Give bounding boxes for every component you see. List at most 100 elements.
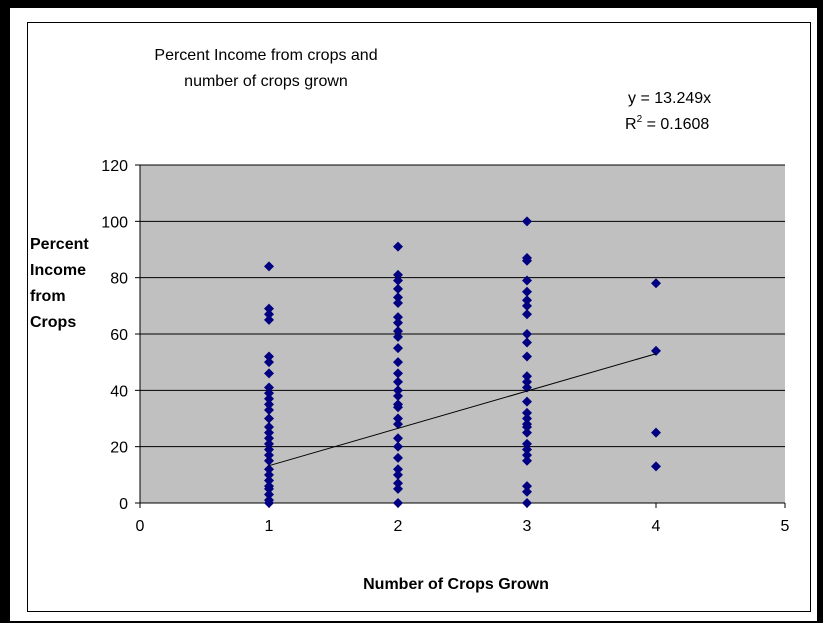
data-point [522, 413, 532, 424]
data-point [264, 314, 274, 325]
y-axis-label: Percent Income from Crops [30, 236, 89, 331]
y-tick-label: 60 [110, 327, 128, 344]
data-point [393, 498, 403, 508]
y-tick-label: 20 [110, 440, 128, 457]
y-tick-label: 100 [101, 214, 128, 231]
data-point [522, 376, 532, 387]
data-point [522, 421, 532, 432]
data-point [393, 402, 403, 413]
data-point [264, 444, 274, 455]
data-point [651, 461, 661, 472]
data-point [264, 455, 274, 466]
data-point [522, 486, 532, 497]
data-point [264, 393, 274, 404]
x-axis-label: Number of Crops Grown [363, 576, 549, 593]
data-point [393, 312, 403, 323]
data-point [393, 385, 403, 396]
data-point [393, 368, 403, 379]
gridlines [140, 164, 785, 448]
y-axis-label-line-3: from [30, 288, 66, 305]
trendline [268, 353, 657, 467]
data-point [264, 413, 274, 424]
data-point [651, 278, 661, 289]
y-tick-label: 120 [101, 158, 128, 175]
data-point [393, 413, 403, 424]
x-tick-label: 1 [265, 518, 274, 535]
scatter-chart: Percent Income from crops and number of … [30, 47, 790, 593]
data-point [393, 357, 403, 368]
data-point [393, 469, 403, 480]
data-point [522, 295, 532, 306]
data-point [393, 483, 403, 494]
data-point [522, 455, 532, 466]
data-point [522, 300, 532, 311]
data-point [393, 269, 403, 280]
data-point [522, 481, 532, 492]
x-tick-label: 4 [652, 518, 661, 535]
data-point [522, 286, 532, 297]
data-point [522, 329, 532, 339]
chart-title-line-1: Percent Income from crops and [154, 47, 377, 64]
x-tick-label: 2 [394, 518, 403, 535]
data-point [522, 407, 532, 418]
x-tick-label: 0 [136, 518, 145, 535]
trendline-equation: y = 13.249x [628, 90, 711, 107]
x-tick-label: 5 [781, 518, 790, 535]
data-point [264, 357, 274, 368]
data-point [522, 396, 532, 407]
y-axis-label-line-4: Crops [30, 314, 76, 331]
data-point [393, 464, 403, 475]
data-point [522, 337, 532, 348]
data-point [393, 298, 403, 309]
data-point [264, 399, 274, 410]
chart-title-line-2: number of crops grown [184, 73, 348, 90]
data-point [522, 255, 532, 266]
data-point [522, 498, 532, 508]
data-point [393, 419, 403, 430]
data-point [393, 441, 403, 452]
data-point [393, 343, 403, 354]
trendline-r-squared: R2 = 0.1608 [625, 114, 709, 133]
data-point [264, 438, 274, 449]
data-point [264, 427, 274, 438]
y-tick-label: 0 [119, 496, 128, 513]
data-point [264, 351, 274, 362]
data-point [393, 376, 403, 387]
data-point [393, 478, 403, 489]
data-point [522, 427, 532, 438]
data-point [264, 303, 274, 314]
data-point [393, 275, 403, 286]
y-tick-label: 80 [110, 271, 128, 288]
chart-area: Percent Income from crops and number of … [27, 22, 811, 612]
data-point [264, 433, 274, 444]
data-point [264, 483, 274, 494]
y-tick-labels: 0 20 40 60 80 100 120 [101, 158, 140, 513]
data-point [264, 368, 274, 379]
data-point [651, 427, 661, 438]
data-point [651, 345, 661, 356]
data-point [393, 292, 403, 303]
data-point [393, 390, 403, 401]
data-point [393, 241, 403, 252]
data-point [393, 317, 403, 328]
data-point [393, 452, 403, 463]
data-point [393, 331, 403, 342]
data-point [264, 475, 274, 486]
data-point [264, 405, 274, 416]
data-point [264, 489, 274, 500]
y-axis-label-line-1: Percent [30, 236, 89, 253]
x-tick-label: 3 [523, 518, 532, 535]
data-point [393, 433, 403, 444]
data-point [522, 438, 532, 449]
data-point [393, 326, 403, 337]
data-point [522, 216, 532, 227]
data-point [522, 450, 532, 461]
data-point [522, 309, 532, 320]
chart-frame: Percent Income from crops and number of … [10, 8, 817, 621]
data-point [264, 469, 274, 480]
data-point [264, 388, 274, 399]
x-tick-labels: 0 1 2 3 4 5 [136, 503, 790, 535]
y-tick-label: 40 [110, 383, 128, 400]
data-point [264, 450, 274, 461]
data-point [393, 283, 403, 294]
